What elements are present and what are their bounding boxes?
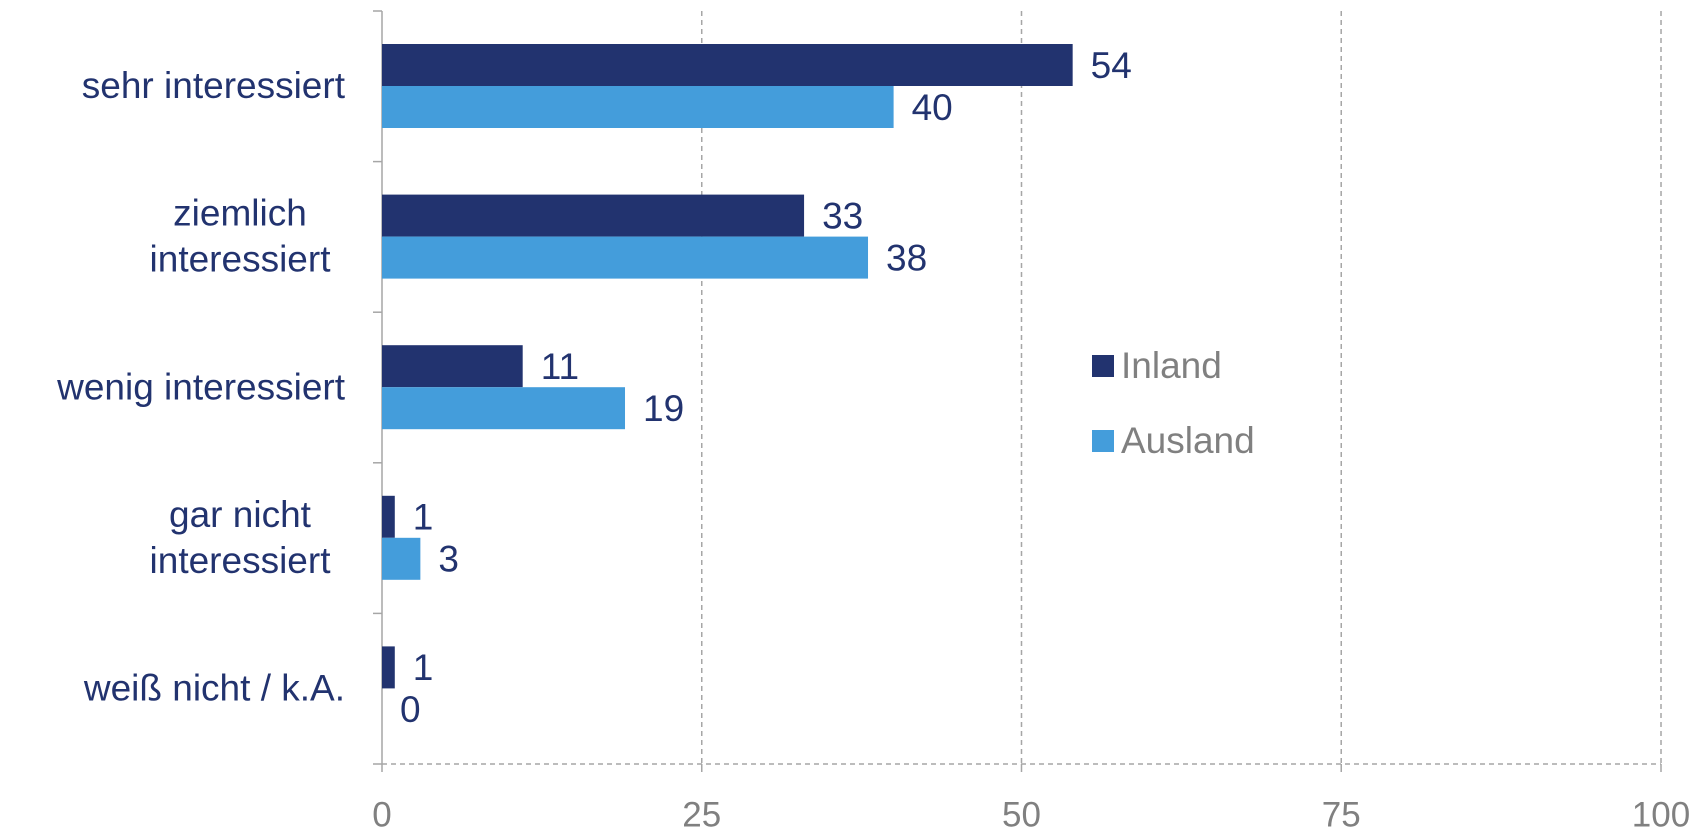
value-label: 1 bbox=[413, 647, 434, 688]
y-tick-label: interessiert bbox=[150, 239, 332, 280]
y-tick-label: weiß nicht / k.A. bbox=[83, 667, 345, 708]
value-label: 3 bbox=[438, 539, 459, 580]
bar bbox=[382, 495, 395, 538]
bar bbox=[382, 387, 626, 430]
x-tick-label: 75 bbox=[1322, 795, 1361, 828]
y-tick-label: sehr interessiert bbox=[82, 65, 346, 106]
value-label: 40 bbox=[912, 87, 953, 128]
value-label: 1 bbox=[413, 497, 434, 538]
legend-swatch bbox=[1092, 430, 1114, 452]
value-label: 33 bbox=[822, 195, 863, 236]
x-tick-label: 0 bbox=[372, 795, 391, 828]
y-tick-label: gar nicht bbox=[169, 494, 312, 535]
value-label: 38 bbox=[886, 237, 927, 278]
value-label: 0 bbox=[400, 689, 421, 730]
bar bbox=[382, 236, 869, 279]
x-tick-label: 50 bbox=[1002, 795, 1041, 828]
bar bbox=[382, 86, 894, 128]
x-tick-label: 100 bbox=[1632, 795, 1690, 828]
legend-label: Ausland bbox=[1121, 420, 1255, 461]
bar bbox=[382, 345, 523, 388]
y-tick-label: ziemlich bbox=[173, 193, 307, 234]
bar bbox=[382, 537, 421, 580]
bar bbox=[382, 646, 395, 689]
value-label: 11 bbox=[541, 346, 579, 387]
y-tick-label: interessiert bbox=[150, 540, 332, 581]
legend-label: Inland bbox=[1121, 345, 1222, 386]
bar bbox=[382, 194, 805, 237]
value-label: 19 bbox=[643, 388, 684, 429]
bar bbox=[382, 44, 1073, 86]
x-tick-label: 25 bbox=[682, 795, 721, 828]
y-tick-label: wenig interessiert bbox=[56, 366, 346, 407]
value-label: 54 bbox=[1091, 45, 1132, 86]
legend-swatch bbox=[1092, 355, 1114, 377]
